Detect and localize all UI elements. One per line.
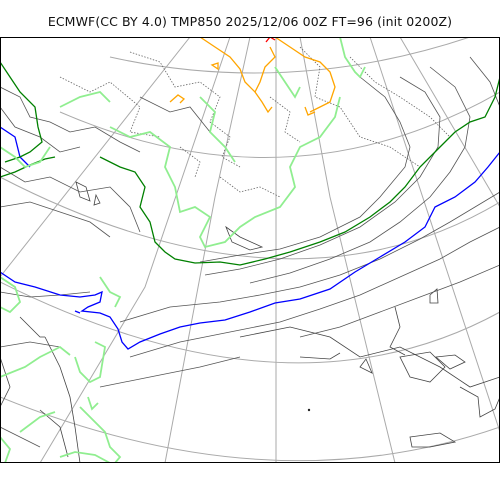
parallel-line <box>109 37 471 74</box>
isotherm-light-green <box>59 451 111 463</box>
meridian-line <box>164 37 251 463</box>
parallel-line <box>59 91 500 158</box>
isotherm-dotted <box>129 51 241 168</box>
isotherm <box>204 76 441 276</box>
isotherm <box>0 166 141 233</box>
isotherm-light-green <box>109 96 341 249</box>
isotherm-red-group <box>265 37 276 43</box>
isotherm-green <box>0 61 43 163</box>
isotherm <box>0 86 141 153</box>
point-marker <box>307 408 311 412</box>
coastlines <box>0 181 500 463</box>
parallel-line <box>0 281 500 364</box>
isotherm-light-green <box>74 341 106 384</box>
isotherm-green <box>99 76 500 266</box>
isotherm-light-green <box>199 96 236 163</box>
coastline <box>239 326 500 388</box>
isotherm-blue <box>0 126 31 168</box>
isotherm <box>139 96 211 133</box>
map-title: ECMWF(CC BY 4.0) TMP850 2025/12/06 00Z F… <box>47 14 453 29</box>
coastline <box>399 351 446 383</box>
isotherm-dotted <box>299 46 421 168</box>
isotherm-dotted <box>179 146 201 178</box>
coastline <box>429 288 439 304</box>
coastline <box>409 432 457 448</box>
coastline <box>299 352 341 360</box>
isotherm <box>0 426 41 448</box>
isotherm <box>119 191 500 323</box>
isotherm-light-green <box>0 146 51 169</box>
weather-map <box>0 37 500 463</box>
isotherm-light-green <box>79 406 122 463</box>
isotherm-orange <box>274 37 336 113</box>
isotherms <box>0 56 500 448</box>
isotherm-blue <box>74 310 81 314</box>
isotherm-light-green <box>0 345 71 378</box>
coastline <box>459 386 500 418</box>
coastline <box>435 354 466 370</box>
isotherm-light-green <box>87 396 99 411</box>
coastline <box>389 306 406 356</box>
isotherm-orange-group <box>169 37 336 116</box>
isotherm-orange <box>169 94 186 104</box>
isotherm <box>0 201 111 238</box>
isotherm-red <box>265 37 276 43</box>
isotherm <box>299 264 500 338</box>
meridian-line <box>299 37 396 463</box>
coastline <box>44 336 81 463</box>
coastline <box>225 225 264 251</box>
isotherm-light-green <box>0 276 22 314</box>
coastline <box>359 358 373 374</box>
coastline <box>0 356 11 408</box>
coastline <box>19 316 45 338</box>
meridian-line <box>369 37 500 433</box>
coastline <box>93 193 101 206</box>
isotherm <box>0 341 61 348</box>
isotherm <box>99 356 241 388</box>
isotherm-light-green <box>339 37 366 79</box>
isotherm-light-green <box>274 66 301 99</box>
isotherm-orange <box>304 106 316 116</box>
isotherm-blue <box>0 151 500 350</box>
isotherm-light-green <box>59 91 111 108</box>
isotherm-dotted <box>59 76 161 138</box>
isotherm <box>469 56 500 108</box>
isotherm-light-green <box>99 276 122 308</box>
meridian-line <box>39 37 231 463</box>
isotherm <box>199 76 411 263</box>
isotherm-dotted <box>269 96 301 143</box>
parallel-line <box>0 396 500 462</box>
isotherm-light-green-group <box>0 37 366 463</box>
isotherm-light-green <box>19 411 56 433</box>
isotherm-orange <box>210 62 219 71</box>
isotherm-blue-group <box>0 126 500 350</box>
isotherm <box>0 291 91 298</box>
coastline <box>75 181 91 202</box>
isotherm <box>249 66 471 284</box>
meridian-line <box>399 37 500 208</box>
isotherm <box>129 226 500 358</box>
dotted-isotherms <box>59 46 451 198</box>
isotherm-dotted <box>219 176 281 198</box>
isotherm-orange <box>199 37 276 94</box>
isotherm-orange <box>254 91 273 114</box>
meridian-line <box>0 37 191 278</box>
isotherm-light-green <box>0 436 12 463</box>
